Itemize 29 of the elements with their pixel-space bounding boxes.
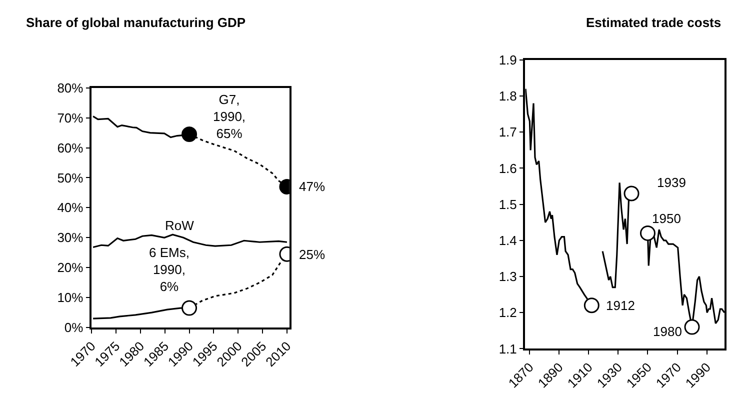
- y-tick-label: 20%: [57, 260, 84, 276]
- y-tick-label: 60%: [57, 140, 84, 156]
- y-tick-label: 1.9: [498, 52, 517, 68]
- y-tick-label: 50%: [57, 170, 84, 186]
- annotation: 47%: [299, 179, 326, 194]
- y-tick-label: 1.1: [498, 341, 517, 356]
- y-tick-label: 1.4: [498, 232, 517, 248]
- annotation: G7, 1990, 65%: [213, 92, 246, 141]
- chart-title: Estimated trade costs: [586, 15, 722, 30]
- annotation: 1950: [652, 211, 681, 226]
- annotation: 6 EMs, 1990, 6%: [149, 245, 190, 294]
- annotation: 1980: [653, 324, 682, 339]
- y-tick-label: 0%: [64, 320, 84, 336]
- annotation: RoW: [165, 218, 195, 233]
- annotation: 1912: [606, 298, 635, 313]
- y-tick-label: 1.6: [498, 160, 517, 176]
- y-tick-label: 40%: [57, 200, 84, 216]
- y-tick-label: 10%: [57, 290, 84, 306]
- y-tick-label: 1.5: [498, 196, 517, 212]
- chart-title: Share of global manufacturing GDP: [26, 15, 246, 30]
- annotation: 1939: [657, 175, 686, 190]
- y-tick-label: 1.3: [498, 269, 517, 284]
- y-tick-label: 70%: [57, 110, 84, 126]
- annotation: 25%: [299, 247, 326, 262]
- y-tick-label: 1.8: [498, 88, 517, 104]
- y-tick-label: 1.7: [498, 124, 517, 140]
- y-tick-label: 1.2: [498, 305, 517, 320]
- y-tick-label: 80%: [57, 80, 84, 96]
- y-tick-label: 30%: [57, 230, 84, 246]
